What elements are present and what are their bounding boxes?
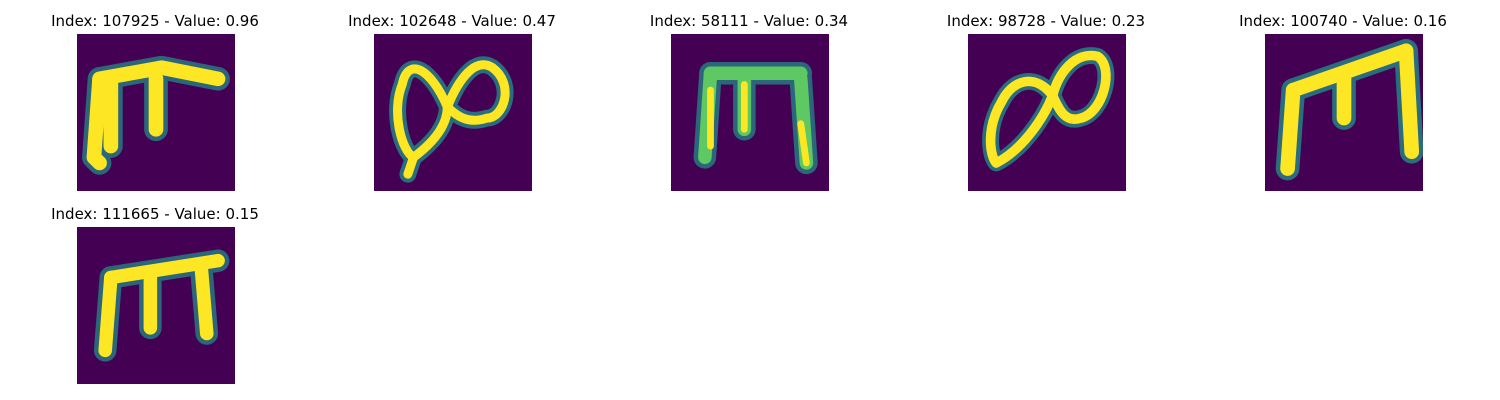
- panel-title: Index: 98728 - Value: 0.23: [946, 12, 1146, 30]
- panel-title: Index: 58111 - Value: 0.34: [649, 12, 849, 30]
- glyph-image: [374, 34, 532, 191]
- glyph-image: [77, 34, 235, 191]
- glyph-image: [77, 227, 235, 384]
- panel-title: Index: 111665 - Value: 0.15: [51, 205, 259, 223]
- glyph-image: [1265, 34, 1423, 191]
- panel-title: Index: 100740 - Value: 0.16: [1239, 12, 1447, 30]
- glyph-image: [671, 34, 829, 191]
- panel-title: Index: 107925 - Value: 0.96: [51, 12, 259, 30]
- panel-title: Index: 102648 - Value: 0.47: [348, 12, 556, 30]
- glyph-image: [968, 34, 1126, 191]
